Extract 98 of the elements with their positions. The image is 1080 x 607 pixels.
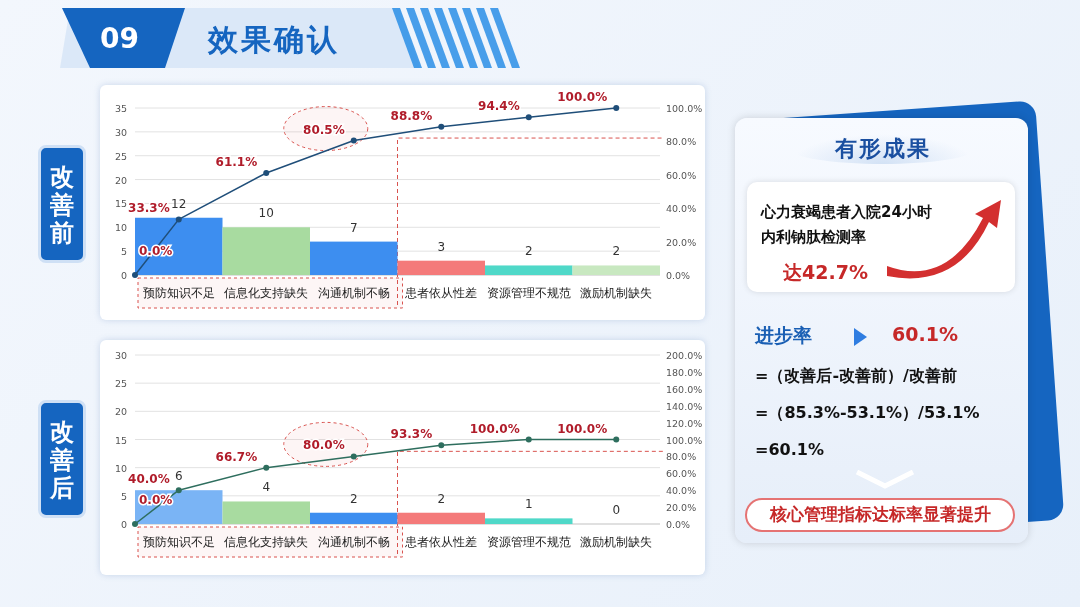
bar bbox=[310, 512, 398, 524]
point bbox=[613, 436, 620, 443]
y-tick-label: 10 bbox=[114, 462, 127, 474]
data-label: 40.0% bbox=[128, 472, 170, 487]
data-label: 0 bbox=[612, 503, 621, 517]
data-label: 2 bbox=[349, 491, 358, 506]
point bbox=[613, 105, 620, 111]
point bbox=[438, 442, 445, 449]
y-tick-label: 15 bbox=[114, 434, 127, 446]
y-tick-label: 20 bbox=[114, 406, 127, 418]
data-label: 4 bbox=[262, 480, 271, 495]
point bbox=[175, 487, 182, 494]
y2-tick-label: 100.0% bbox=[666, 434, 703, 446]
point bbox=[525, 436, 532, 443]
y2-tick-label: 40.0% bbox=[666, 485, 697, 497]
data-label: 61.1% bbox=[215, 154, 258, 169]
y2-tick-label: 60.0% bbox=[666, 468, 697, 480]
data-label: 80.0% bbox=[303, 438, 345, 453]
bar bbox=[397, 512, 485, 524]
data-label: 12 bbox=[171, 196, 187, 211]
text: 核心管理指标达标率显著提升 bbox=[745, 498, 1015, 532]
y-tick-label: 25 bbox=[114, 378, 127, 390]
y2-tick-label: 80.0% bbox=[666, 451, 697, 463]
data-label: 33.3% bbox=[128, 201, 170, 216]
text: 09 bbox=[100, 22, 139, 55]
x-tick-label: 激励机制缺失 bbox=[580, 535, 653, 549]
point bbox=[438, 123, 445, 130]
data-label: 2 bbox=[612, 244, 621, 259]
y-tick-label: 15 bbox=[114, 198, 127, 210]
data-label: 6 bbox=[174, 469, 183, 484]
data-label: 2 bbox=[437, 491, 446, 506]
data-label: 66.7% bbox=[215, 449, 258, 464]
y2-tick-label: 200.0% bbox=[666, 350, 703, 361]
y2-tick-label: 20.0% bbox=[666, 502, 697, 514]
y2-tick-label: 80.0% bbox=[666, 136, 697, 148]
y2-tick-label: 0.0% bbox=[666, 519, 691, 530]
point bbox=[263, 464, 270, 471]
x-tick-label: 沟通机制不畅 bbox=[317, 535, 390, 549]
data-label: 2 bbox=[524, 244, 533, 259]
x-tick-label: 资源管理不规范 bbox=[486, 535, 571, 549]
bar bbox=[485, 265, 573, 275]
x-tick-label: 激励机制缺失 bbox=[580, 286, 653, 300]
data-label: 88.8% bbox=[390, 108, 433, 123]
text: 心力衰竭患者入院24小时内利钠肽检测率 bbox=[761, 202, 933, 248]
y-tick-label: 30 bbox=[114, 350, 127, 361]
y-tick-label: 20 bbox=[114, 174, 127, 186]
y2-tick-label: 20.0% bbox=[666, 236, 697, 248]
y2-tick-label: 180.0% bbox=[666, 366, 703, 378]
text: 改善前 bbox=[49, 163, 75, 247]
y2-tick-label: 140.0% bbox=[666, 400, 703, 412]
y-tick-label: 5 bbox=[120, 246, 127, 258]
bar bbox=[572, 265, 660, 275]
y-tick-label: 0 bbox=[120, 270, 127, 281]
text: =60.1% bbox=[755, 440, 824, 459]
text: =（改善后-改善前）/改善前 bbox=[755, 366, 957, 387]
data-label: 10 bbox=[258, 206, 274, 221]
data-label: 100.0% bbox=[557, 421, 608, 436]
y-tick-label: 5 bbox=[120, 490, 127, 502]
y-tick-label: 0 bbox=[120, 519, 127, 530]
data-label: 94.4% bbox=[478, 99, 520, 114]
text: 进步率 bbox=[755, 323, 812, 348]
x-tick-label: 信息化支持缺失 bbox=[224, 535, 309, 549]
y2-tick-label: 60.0% bbox=[666, 169, 697, 181]
point bbox=[263, 169, 270, 176]
x-tick-label: 沟通机制不畅 bbox=[317, 286, 390, 300]
bar bbox=[485, 518, 573, 524]
point bbox=[525, 114, 532, 121]
y2-tick-label: 0.0% bbox=[666, 270, 691, 281]
data-label: 100.0% bbox=[469, 421, 520, 436]
text: 效果确认 bbox=[208, 21, 340, 59]
y-tick-label: 35 bbox=[114, 103, 127, 114]
point bbox=[350, 137, 357, 144]
text: 达42.7% bbox=[783, 260, 868, 285]
text: 60.1% bbox=[892, 323, 958, 345]
x-tick-label: 资源管理不规范 bbox=[486, 286, 571, 300]
x-tick-label: 患者依从性差 bbox=[404, 535, 478, 549]
data-label: 93.3% bbox=[390, 427, 433, 442]
data-label: 3 bbox=[437, 239, 446, 254]
text: =（85.3%-53.1%）/53.1% bbox=[755, 403, 980, 424]
y-tick-label: 10 bbox=[114, 222, 127, 234]
x-tick-label: 预防知识不足 bbox=[142, 286, 215, 300]
x-tick-label: 信息化支持缺失 bbox=[224, 286, 309, 300]
data-label: 100.0% bbox=[557, 90, 608, 104]
bar bbox=[397, 260, 485, 275]
text: 改善后 bbox=[49, 418, 75, 502]
data-label: 7 bbox=[349, 220, 358, 235]
y-tick-label: 30 bbox=[114, 126, 127, 138]
y2-tick-label: 100.0% bbox=[666, 103, 703, 114]
point bbox=[350, 453, 357, 460]
data-label: 80.5% bbox=[303, 122, 345, 137]
y-tick-label: 25 bbox=[114, 150, 127, 162]
y2-tick-label: 40.0% bbox=[666, 203, 697, 215]
data-label: 1 bbox=[524, 497, 533, 512]
x-tick-label: 预防知识不足 bbox=[142, 535, 215, 549]
text: 有形成果 bbox=[790, 134, 975, 164]
y2-tick-label: 120.0% bbox=[666, 417, 703, 429]
y2-tick-label: 160.0% bbox=[666, 383, 703, 395]
x-tick-label: 患者依从性差 bbox=[404, 286, 478, 300]
